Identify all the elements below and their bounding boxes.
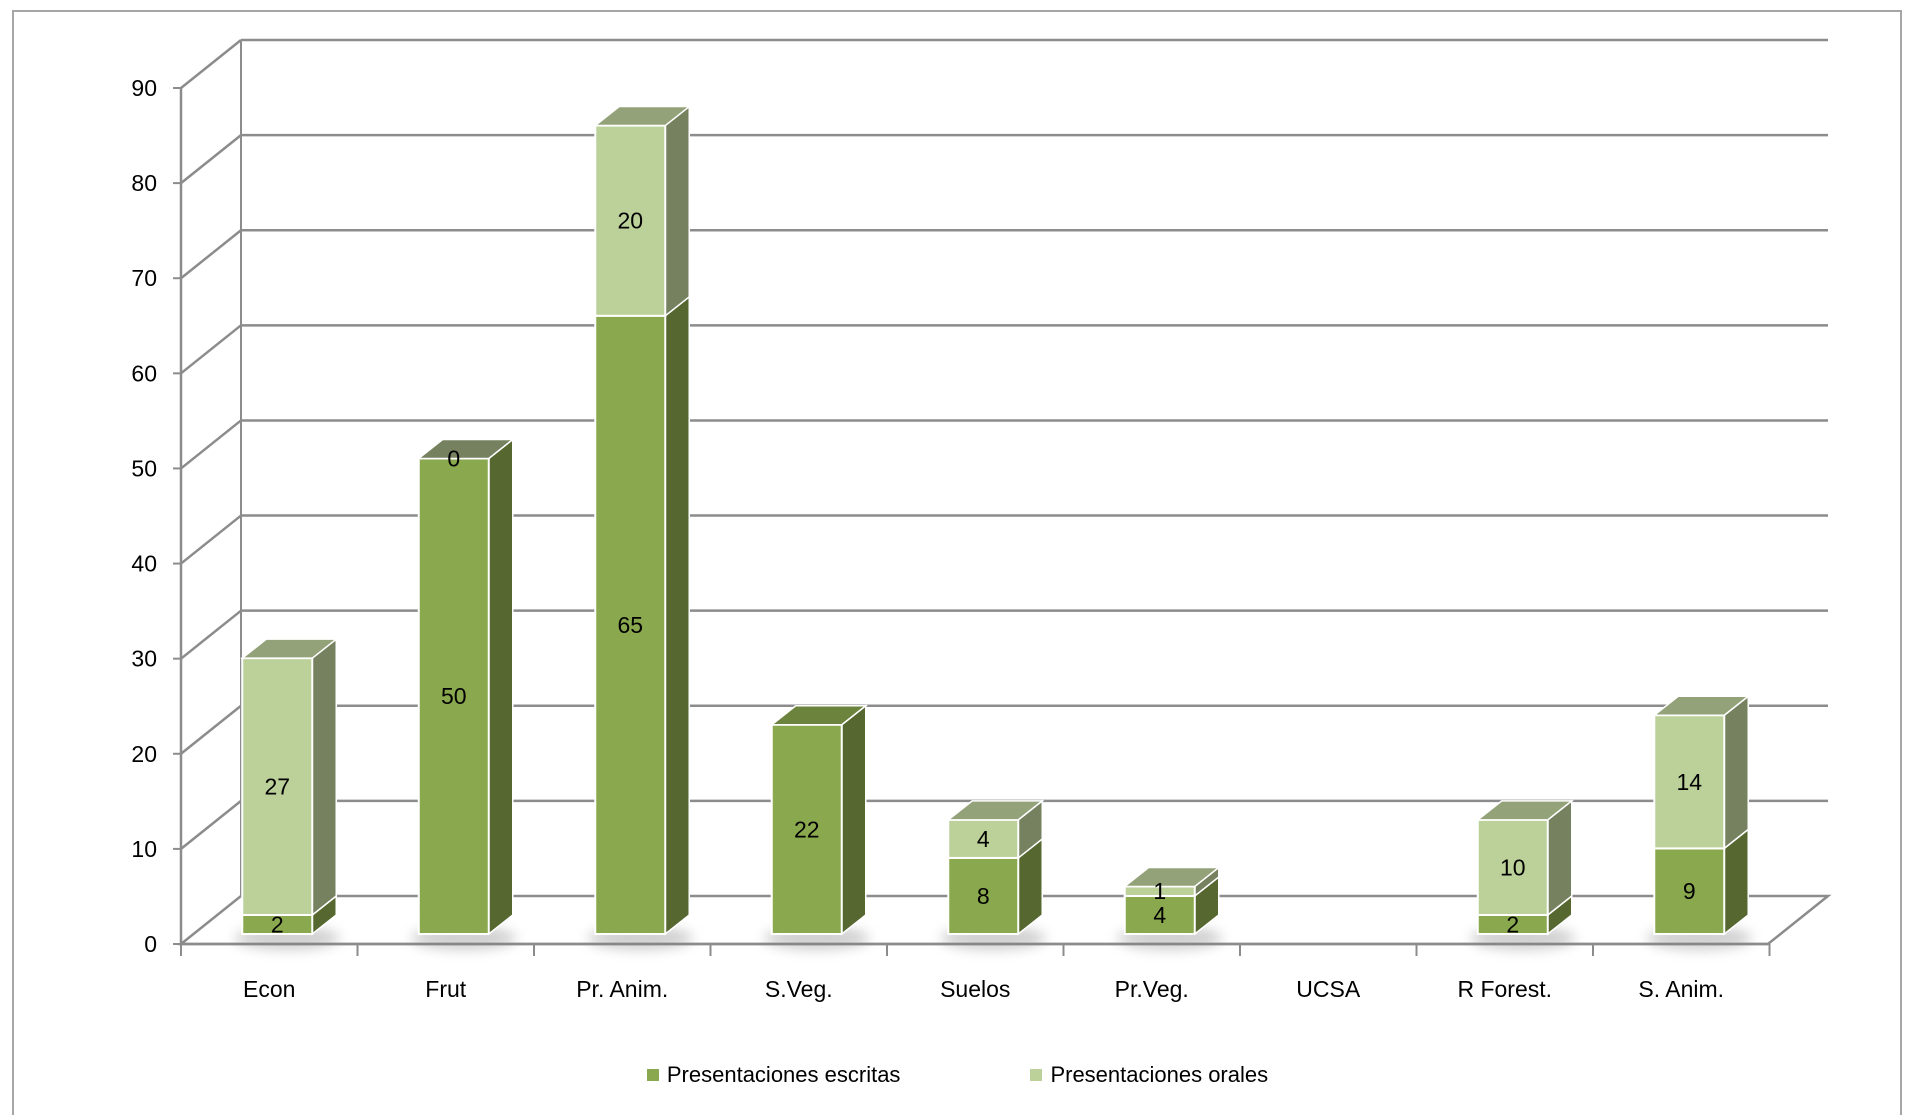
y-tick-label: 30 — [131, 646, 157, 672]
gridline-diagonal — [180, 514, 242, 565]
y-tick-label: 70 — [131, 265, 157, 291]
data-label: 4 — [977, 826, 990, 852]
data-label: 9 — [1683, 878, 1696, 904]
bar-top-face — [1652, 695, 1751, 716]
bar-side-face — [1547, 799, 1573, 917]
x-tick-label: S. Anim. — [1638, 976, 1724, 1002]
data-label: 20 — [617, 208, 643, 234]
gridline-diagonal — [180, 134, 242, 185]
legend-swatch-orales — [1030, 1069, 1043, 1081]
x-tick-label: R Forest. — [1457, 976, 1552, 1002]
bar-segment — [1476, 818, 1549, 916]
bar-top-face — [1475, 800, 1574, 821]
legend-label-escritas: Presentaciones escritas — [666, 1062, 901, 1087]
data-label: 27 — [264, 774, 290, 800]
bar-side-face — [841, 704, 867, 936]
bar-top-face — [946, 800, 1045, 821]
data-label: 14 — [1676, 769, 1702, 795]
bar-segment — [1123, 894, 1196, 936]
bar-top-face — [416, 438, 515, 460]
bar-segment — [1653, 847, 1726, 936]
legend-item-escritas: Presentaciones escritas — [646, 1062, 901, 1088]
x-tick-label: Econ — [243, 976, 295, 1002]
x-tick-label: UCSA — [1296, 976, 1361, 1002]
bar-top-face — [1122, 866, 1221, 888]
y-tick-label: 60 — [131, 360, 157, 386]
y-tick-label: 90 — [131, 75, 157, 101]
bar-side-face — [1723, 694, 1749, 850]
bar-segment — [1653, 714, 1726, 850]
data-label: 65 — [617, 612, 643, 638]
y-tick-label: 10 — [131, 836, 157, 862]
bar-top-face — [769, 705, 868, 726]
x-tick-label: Frut — [425, 976, 467, 1002]
gridline-diagonal — [180, 39, 242, 89]
y-tick-label: 0 — [144, 931, 157, 957]
legend-label-orales: Presentaciones orales — [1050, 1062, 1269, 1087]
legend-item-orales: Presentaciones orales — [1030, 1062, 1268, 1088]
x-tick-label: Suelos — [940, 976, 1010, 1002]
gridline-diagonal — [180, 419, 242, 470]
data-label: 22 — [794, 816, 820, 842]
data-label: 8 — [977, 883, 990, 909]
x-tick-label: S.Veg. — [765, 976, 833, 1002]
bar-top-face — [593, 105, 692, 127]
bar-side-face — [488, 437, 514, 936]
data-label: 1 — [1153, 878, 1166, 904]
data-label: 10 — [1500, 854, 1526, 880]
bars — [240, 105, 1751, 936]
bar-segment — [241, 657, 314, 916]
bar-side-face — [311, 637, 337, 917]
x-tick-label: Pr. Anim. — [576, 976, 668, 1002]
data-label: 4 — [1153, 902, 1166, 928]
bar-segment — [417, 457, 490, 935]
y-tick-label: 20 — [131, 741, 157, 767]
bar-segment — [947, 818, 1020, 859]
gridline-diagonal — [180, 799, 242, 850]
bar-top-face — [240, 638, 339, 659]
data-label: 0 — [447, 445, 460, 471]
bar-segment — [594, 124, 667, 317]
legend-swatch-escritas — [646, 1069, 659, 1081]
bar-segment — [770, 723, 843, 935]
y-tick-label: 80 — [131, 170, 157, 196]
bar-segment — [947, 856, 1020, 936]
gridline-diagonal — [180, 229, 242, 280]
bar-side-face — [664, 295, 690, 936]
gridline-diagonal — [180, 609, 242, 660]
legend: Presentaciones escritas Presentaciones o… — [0, 1062, 1915, 1088]
data-label: 2 — [271, 911, 284, 937]
bar-side-face — [664, 105, 690, 318]
y-tick-label: 40 — [131, 551, 157, 577]
y-tick-label: 50 — [131, 455, 157, 481]
data-label: 50 — [441, 683, 467, 709]
gridline-diagonal — [180, 324, 242, 375]
data-label: 2 — [1506, 911, 1519, 937]
x-tick-label: Pr.Veg. — [1115, 976, 1189, 1002]
gridline-diagonal — [180, 704, 242, 755]
